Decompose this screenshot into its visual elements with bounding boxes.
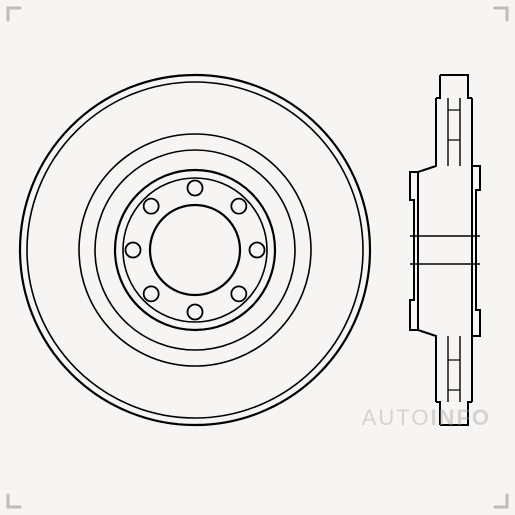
watermark-bold: INFO xyxy=(430,405,491,430)
brake-rotor-drawing xyxy=(0,40,515,460)
side-view xyxy=(410,75,480,425)
watermark: AUTOINFO xyxy=(362,405,491,431)
corner-bracket-bl xyxy=(6,483,32,509)
corner-bracket-br xyxy=(483,483,509,509)
watermark-light: AUTO xyxy=(362,405,431,430)
corner-bracket-tl xyxy=(6,6,32,32)
diagram-canvas: AUTOINFO xyxy=(0,0,515,515)
front-view xyxy=(20,75,370,425)
corner-bracket-tr xyxy=(483,6,509,32)
